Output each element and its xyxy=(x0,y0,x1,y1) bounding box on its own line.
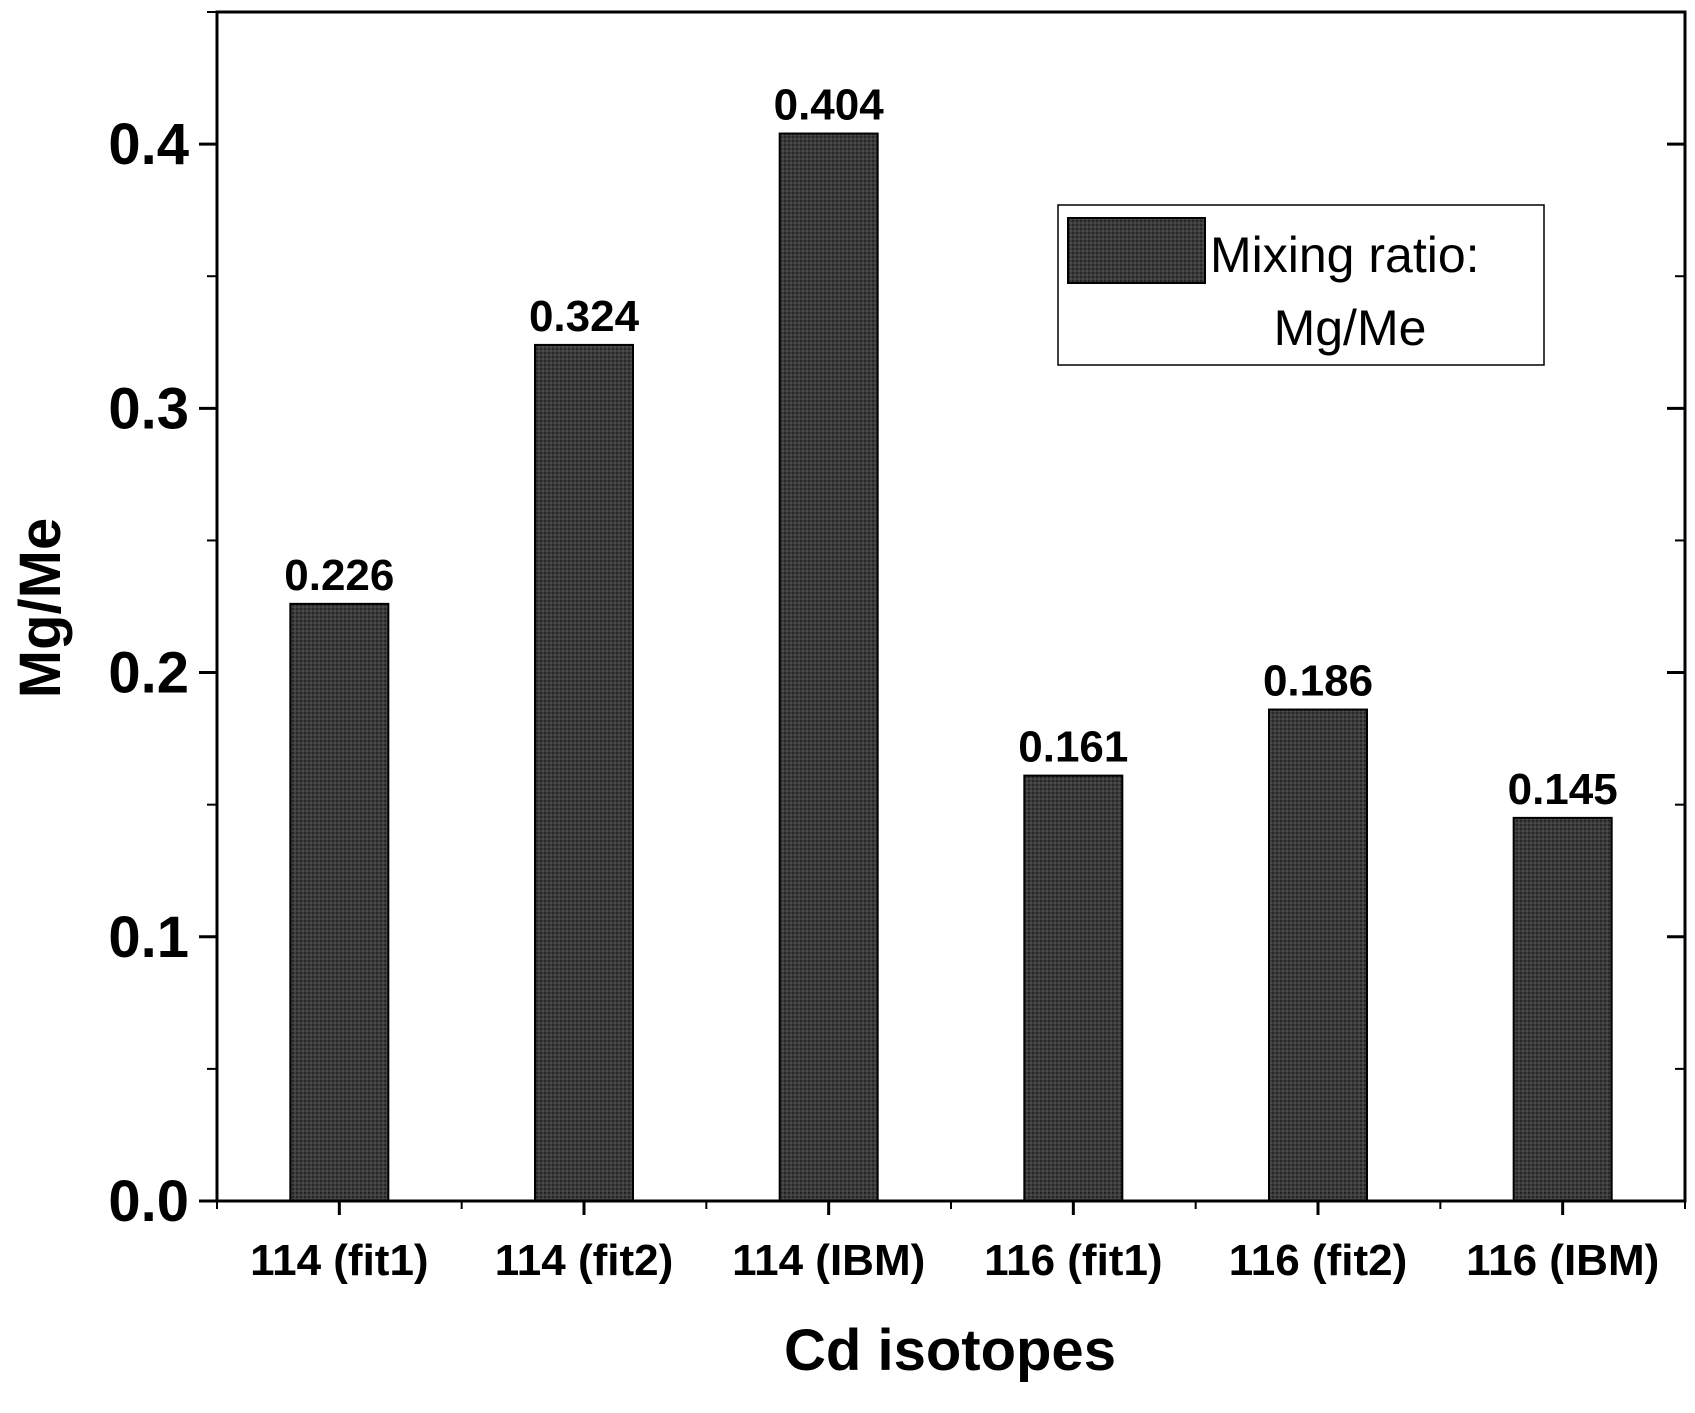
x-axis-title: Cd isotopes xyxy=(784,1318,1116,1383)
bar-3 xyxy=(1023,774,1124,1202)
legend-swatch xyxy=(1067,217,1206,284)
y-tick-label-3: 0.3 xyxy=(108,376,189,441)
data-labels-layer: 0.226 0.324 0.404 0.161 0.186 0.145 xyxy=(284,81,1617,814)
plot-frame xyxy=(215,10,1687,1203)
x-tick-label-2: 114 (IBM) xyxy=(732,1236,925,1285)
data-label-1: 0.324 xyxy=(529,292,640,341)
y-tick-label-4: 0.4 xyxy=(108,112,189,177)
y-tick-label-2: 0.2 xyxy=(108,641,189,706)
data-label-2: 0.404 xyxy=(774,81,885,130)
legend-label-line1: Mixing ratio: xyxy=(1210,227,1480,283)
bar-5 xyxy=(1512,816,1613,1203)
bar-4 xyxy=(1268,708,1368,1203)
y-axis-title: Mg/Me xyxy=(8,518,73,698)
y-tick-label-1: 0.1 xyxy=(108,905,189,970)
data-label-5: 0.145 xyxy=(1508,765,1618,814)
x-tick-label-1: 114 (fit2) xyxy=(495,1236,674,1285)
legend: Mixing ratio: Mg/Me xyxy=(1057,204,1545,366)
bar-2 xyxy=(778,132,879,1202)
bar-0 xyxy=(289,602,390,1202)
data-label-4: 0.186 xyxy=(1263,657,1373,706)
bars-layer xyxy=(289,132,1613,1203)
y-axis: 0.0 0.1 0.2 0.3 0.4 xyxy=(108,11,1685,1234)
data-label-3: 0.161 xyxy=(1018,723,1128,772)
x-axis: 114 (fit1) 114 (fit2) 114 (IBM) 116 (fit1) 1… xyxy=(216,1201,1686,1285)
y-tick-label-0: 0.0 xyxy=(108,1169,189,1234)
legend-label-line2: Mg/Me xyxy=(1274,300,1427,356)
x-tick-label-5: 116 (IBM) xyxy=(1466,1236,1659,1285)
data-label-0: 0.226 xyxy=(284,551,394,600)
x-tick-label-4: 116 (fit2) xyxy=(1229,1236,1408,1285)
x-tick-label-3: 116 (fit1) xyxy=(984,1236,1163,1285)
bar-1 xyxy=(534,343,634,1203)
x-tick-label-0: 114 (fit1) xyxy=(250,1236,429,1285)
